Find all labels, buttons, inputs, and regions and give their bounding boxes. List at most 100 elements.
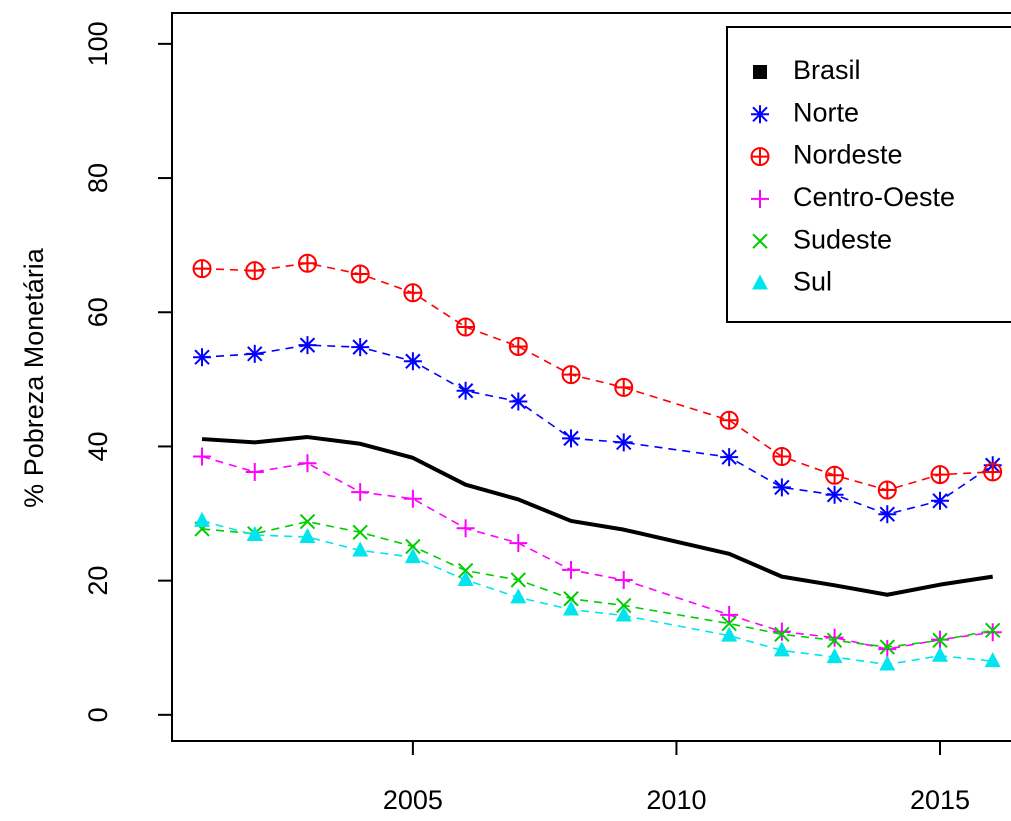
marker-triangle [299,528,316,544]
y-tick-label: 0 [83,707,113,722]
marker [350,264,370,284]
marker [752,233,768,249]
marker [351,338,370,357]
marker [563,591,579,607]
marker [352,541,369,557]
marker [509,534,528,553]
x-tick-label: 2005 [383,785,443,815]
marker [721,615,737,632]
marker-stroke [510,572,527,588]
marker-stroke [563,591,579,607]
marker-triangle [352,541,369,557]
y-tick-label: 80 [83,163,113,193]
marker [774,626,790,643]
y-tick-label: 20 [83,566,113,596]
legend-label: Brasil [793,55,861,85]
series-line [201,344,994,516]
marker-stroke [299,513,316,530]
marker [826,632,843,649]
marker-stroke [405,353,421,369]
marker [456,381,475,400]
marker [299,513,316,530]
marker-stroke [826,487,843,503]
marker [562,429,581,448]
marker [562,560,581,579]
marker-triangle [752,274,768,290]
marker-stroke [985,622,1001,638]
marker [751,105,769,124]
marker-triangle [826,648,843,664]
marker [245,261,265,281]
marker-stroke [752,106,768,123]
marker [879,655,896,671]
plot-frame [171,12,1011,742]
marker [751,189,769,208]
marker [403,352,422,371]
marker [509,392,528,411]
marker [825,628,844,647]
marker [351,483,370,502]
marker [192,259,212,279]
marker [403,489,422,508]
marker [983,462,1003,482]
legend-label: Sudeste [793,224,892,254]
marker-triangle [194,511,211,527]
marker-stroke [879,639,895,655]
marker [299,528,316,544]
marker [721,626,738,642]
marker-stroke [774,626,790,643]
marker-stroke [299,337,316,353]
marker-stroke [721,449,737,465]
marker-triangle [615,606,632,622]
marker-triangle [879,655,896,671]
marker [508,336,528,356]
marker [297,253,317,273]
marker-stroke [616,597,632,614]
y-tick-label: 100 [83,21,113,66]
marker [773,641,790,657]
marker [750,147,770,167]
marker [879,639,895,655]
marker [193,447,212,466]
marker-stroke [721,615,737,632]
marker-stroke [932,493,948,509]
marker-stroke [194,349,210,365]
marker [720,605,739,624]
marker [720,448,739,467]
marker-stroke [879,506,895,522]
marker [930,465,950,485]
marker-stroke [352,339,368,355]
legend-label: Sul [793,267,832,297]
marker-stroke [616,434,632,451]
marker-stroke [247,346,263,362]
marker [563,600,580,616]
marker [826,648,843,664]
marker [615,606,632,622]
marker [772,478,791,497]
marker [614,433,633,452]
marker [878,505,897,524]
marker [932,646,949,662]
marker [719,410,739,430]
legend-box [726,26,1011,323]
marker-stroke [457,383,474,399]
marker [878,640,897,659]
marker [194,511,211,527]
marker [245,462,264,481]
marker [614,377,634,397]
marker [825,485,844,504]
marker-triangle [246,526,263,542]
marker-triangle [563,600,580,616]
marker-triangle [984,652,1001,668]
marker [561,365,581,385]
series-line [201,455,993,650]
marker-triangle [721,626,738,642]
marker [825,465,845,485]
marker [985,622,1001,638]
y-tick-label: 40 [83,431,113,461]
marker-triangle [773,641,790,657]
marker [245,344,264,363]
y-axis-title: % Pobreza Monetária [19,247,49,508]
marker [752,274,768,290]
